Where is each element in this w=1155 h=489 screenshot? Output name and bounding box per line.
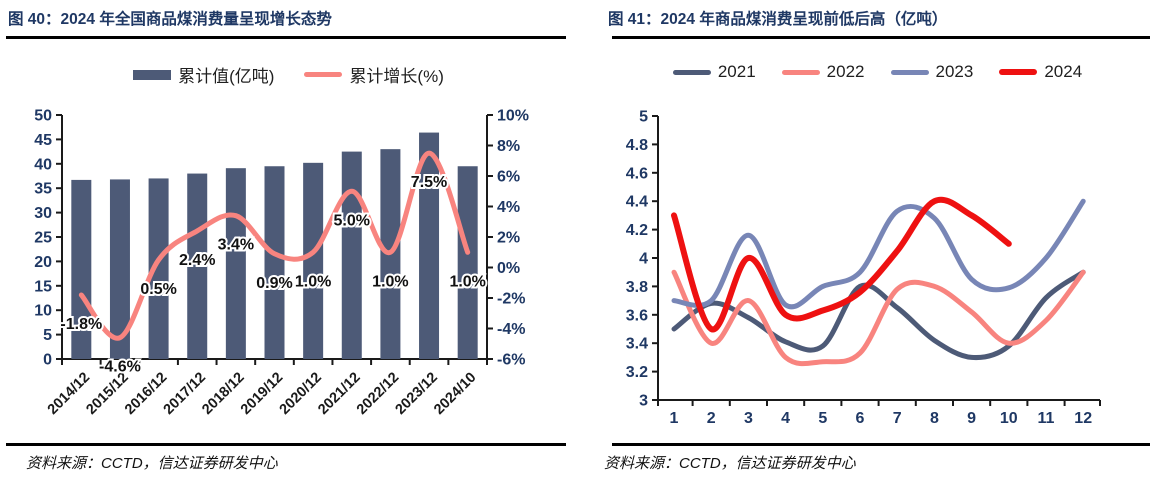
- figure-40-legend: 累计值(亿吨) 累计增长(%): [0, 62, 577, 87]
- svg-text:10: 10: [34, 303, 52, 320]
- svg-text:2.4%: 2.4%: [179, 252, 215, 269]
- svg-text:2022/12: 2022/12: [354, 370, 402, 418]
- figure-40-footer-rule: [6, 443, 566, 446]
- legend-label-2022: 2022: [826, 62, 865, 81]
- line-2021-swatch-icon: [672, 69, 711, 75]
- svg-text:3.6: 3.6: [626, 307, 648, 324]
- svg-text:0: 0: [43, 352, 52, 369]
- svg-text:6: 6: [856, 410, 865, 427]
- svg-text:2014/12: 2014/12: [45, 370, 93, 418]
- svg-text:0.5%: 0.5%: [140, 281, 176, 298]
- svg-text:4%: 4%: [497, 199, 520, 216]
- svg-text:4.8: 4.8: [626, 137, 648, 154]
- svg-text:-4%: -4%: [497, 321, 525, 338]
- svg-text:0%: 0%: [497, 260, 520, 277]
- svg-text:7: 7: [893, 410, 902, 427]
- svg-text:2024/10: 2024/10: [431, 370, 479, 418]
- svg-text:3.4: 3.4: [626, 336, 648, 353]
- figure-40-title-underline: [6, 36, 566, 40]
- svg-text:45: 45: [34, 132, 52, 149]
- svg-text:-1.8%: -1.8%: [60, 316, 102, 333]
- legend-item-line: 累计增长(%): [304, 62, 444, 87]
- svg-text:2020/12: 2020/12: [277, 370, 325, 418]
- line-swatch-icon: [304, 72, 343, 77]
- svg-text:3.4%: 3.4%: [218, 237, 254, 254]
- legend-item-2021: 2021: [672, 62, 756, 82]
- line-2024-swatch-icon: [999, 69, 1038, 75]
- svg-text:15: 15: [34, 278, 52, 295]
- svg-text:2%: 2%: [497, 230, 520, 247]
- legend-item-2022: 2022: [781, 62, 865, 82]
- svg-text:4.2: 4.2: [626, 222, 648, 239]
- svg-text:2023/12: 2023/12: [392, 370, 440, 418]
- svg-text:2019/12: 2019/12: [238, 370, 286, 418]
- legend-label-2024: 2024: [1044, 62, 1083, 81]
- svg-text:10%: 10%: [497, 108, 529, 125]
- svg-text:1.0%: 1.0%: [295, 273, 331, 290]
- svg-text:2021/12: 2021/12: [315, 370, 363, 418]
- svg-text:0.9%: 0.9%: [256, 275, 292, 292]
- svg-text:2018/12: 2018/12: [199, 370, 247, 418]
- svg-text:1.0%: 1.0%: [372, 273, 408, 290]
- svg-text:4: 4: [781, 410, 790, 427]
- svg-text:50: 50: [34, 108, 52, 125]
- bar-line-chart: 0 5 10 15 20 25 30 35 40 45 50 -6% -4% -2% 0% 2% 4% 6% 8% 1…: [34, 108, 529, 418]
- svg-text:1.0%: 1.0%: [449, 273, 485, 290]
- svg-text:7.5%: 7.5%: [411, 174, 447, 191]
- legend-label-line: 累计增长(%): [349, 67, 444, 86]
- figure-41-legend: 2021 2022 2023 2024: [600, 62, 1155, 82]
- svg-text:25: 25: [34, 230, 52, 247]
- svg-text:2016/12: 2016/12: [122, 370, 170, 418]
- figure-40-title: 图 40：2024 年全国商品煤消费量呈现增长态势: [8, 11, 332, 28]
- svg-text:2: 2: [707, 410, 716, 427]
- svg-text:5: 5: [639, 109, 648, 126]
- figure-41-title-underline: [612, 36, 1150, 40]
- svg-text:11: 11: [1038, 410, 1055, 427]
- svg-text:5.0%: 5.0%: [334, 212, 370, 229]
- svg-text:-6%: -6%: [497, 352, 525, 369]
- figure-41-source: 资料来源：CCTD，信达证券研发中心: [604, 455, 856, 472]
- figure-40-panel: 图 40：2024 年全国商品煤消费量呈现增长态势 累计值(亿吨) 累计增长(%…: [0, 0, 577, 489]
- svg-text:-4.6%: -4.6%: [99, 359, 141, 376]
- svg-text:20: 20: [34, 254, 52, 271]
- svg-text:4.6: 4.6: [626, 165, 648, 182]
- svg-text:2015/12: 2015/12: [83, 370, 131, 418]
- svg-text:-2%: -2%: [497, 291, 525, 308]
- svg-text:3.2: 3.2: [626, 364, 648, 381]
- svg-text:6%: 6%: [497, 169, 520, 186]
- legend-item-bar: 累计值(亿吨): [133, 62, 274, 87]
- line-2022-swatch-icon: [781, 69, 820, 75]
- svg-text:3: 3: [639, 393, 648, 410]
- figure-41-footer-rule: [612, 443, 1150, 446]
- multi-line-chart: 33.23.43.63.844.24.44.64.851 2 3 4 5 6 7 8 9 10 11…: [626, 109, 1101, 427]
- figure-41-title: 图 41：2024 年商品煤消费呈现前低后高（亿吨）: [608, 11, 948, 28]
- svg-text:35: 35: [34, 181, 52, 198]
- svg-text:10: 10: [1000, 410, 1018, 427]
- legend-label-2021: 2021: [717, 62, 756, 81]
- legend-item-2024: 2024: [999, 62, 1082, 82]
- svg-text:8: 8: [930, 410, 939, 427]
- svg-text:3: 3: [744, 410, 753, 427]
- svg-text:4: 4: [639, 251, 648, 268]
- svg-text:40: 40: [34, 156, 52, 173]
- legend-label-bar: 累计值(亿吨): [178, 67, 275, 86]
- svg-text:1: 1: [670, 410, 679, 427]
- legend-label-2023: 2023: [935, 62, 974, 81]
- svg-text:3.8: 3.8: [626, 279, 648, 296]
- svg-text:4.4: 4.4: [626, 194, 648, 211]
- svg-text:12: 12: [1074, 410, 1092, 427]
- svg-text:5: 5: [43, 327, 52, 344]
- svg-text:2017/12: 2017/12: [161, 370, 209, 418]
- line-2023-swatch-icon: [890, 69, 929, 75]
- legend-item-2023: 2023: [890, 62, 974, 82]
- figure-40-source: 资料来源：CCTD，信达证券研发中心: [26, 455, 278, 472]
- svg-text:30: 30: [34, 205, 52, 222]
- svg-text:9: 9: [967, 410, 976, 427]
- svg-text:8%: 8%: [497, 138, 520, 155]
- bar-swatch-icon: [133, 69, 172, 80]
- svg-text:5: 5: [818, 410, 827, 427]
- figure-41-panel: 图 41：2024 年商品煤消费呈现前低后高（亿吨） 2021 2022 202…: [600, 0, 1155, 489]
